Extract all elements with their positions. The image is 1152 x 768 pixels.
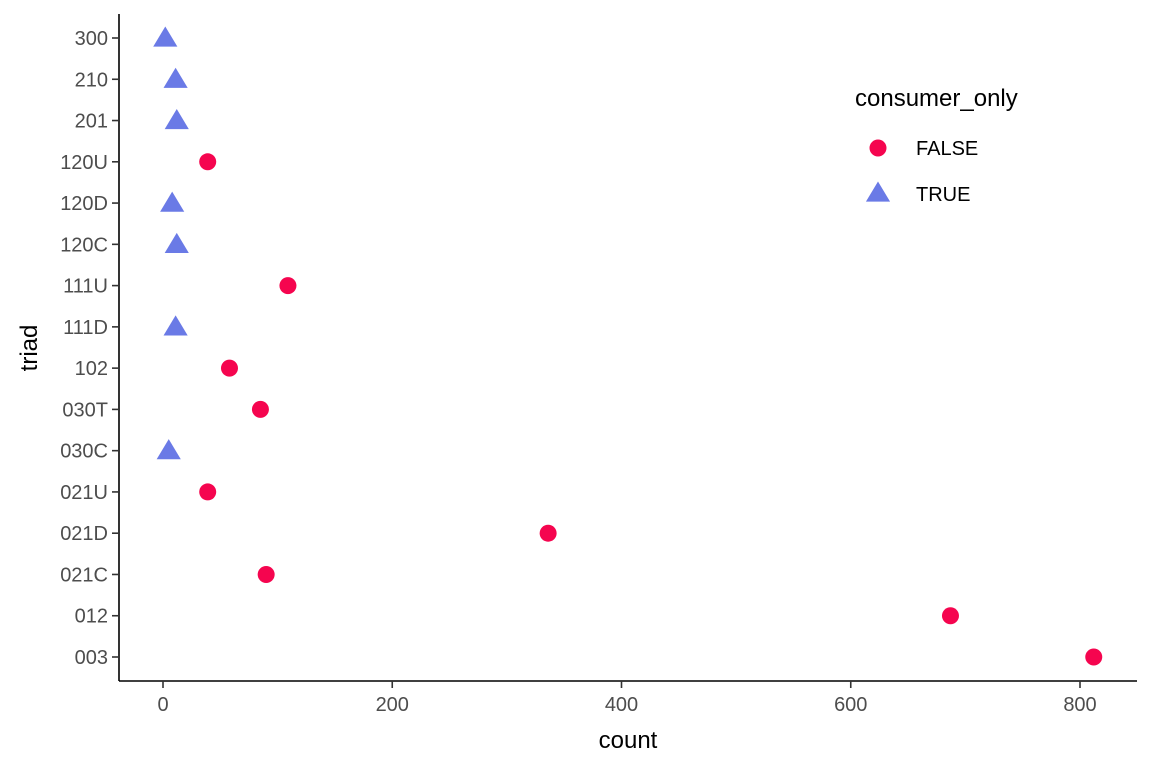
legend-label-true: TRUE bbox=[916, 184, 970, 206]
y-tick-label: 021C bbox=[60, 564, 108, 586]
plot-area bbox=[153, 26, 1103, 666]
data-point-120C bbox=[164, 232, 189, 253]
data-point-111D bbox=[163, 315, 188, 336]
legend-entries: FALSE TRUE bbox=[865, 138, 978, 206]
x-axis-title: count bbox=[599, 727, 658, 754]
x-tick-label: 200 bbox=[376, 694, 409, 716]
y-tick-label: 210 bbox=[75, 69, 108, 91]
data-point-003 bbox=[1085, 648, 1103, 666]
y-tick-label: 021D bbox=[60, 523, 108, 545]
y-tick-label: 120D bbox=[60, 193, 108, 215]
x-axis-ticks: 0 200 400 600 800 bbox=[157, 681, 1097, 716]
y-tick-label: 021U bbox=[60, 482, 108, 504]
legend-title: consumer_only bbox=[855, 85, 1018, 112]
data-point-021U bbox=[199, 483, 217, 501]
legend-label-false: FALSE bbox=[916, 138, 978, 160]
data-point-120U bbox=[199, 153, 217, 171]
legend: consumer_only FALSE TRUE bbox=[855, 85, 1018, 206]
legend-key-true bbox=[865, 181, 891, 202]
data-point-102 bbox=[220, 359, 238, 377]
y-tick-label: 030T bbox=[62, 399, 108, 421]
y-tick-label: 111U bbox=[63, 276, 108, 298]
y-tick-label: 003 bbox=[75, 647, 108, 669]
y-tick-label: 201 bbox=[75, 111, 108, 133]
y-tick-label: 120U bbox=[60, 152, 108, 174]
y-tick-label: 012 bbox=[75, 606, 108, 628]
data-point-210 bbox=[163, 67, 188, 88]
y-axis-ticks: 003 012 021C 021D 021U 030C 030T 102 111D 111U 120… bbox=[60, 28, 119, 669]
x-tick-label: 800 bbox=[1063, 694, 1096, 716]
y-tick-label: 111D bbox=[63, 317, 108, 339]
legend-key-false bbox=[869, 139, 887, 157]
data-point-021D bbox=[539, 524, 557, 542]
data-point-030T bbox=[251, 400, 269, 418]
x-tick-label: 400 bbox=[605, 694, 638, 716]
y-tick-label: 300 bbox=[75, 28, 108, 50]
data-point-012 bbox=[941, 607, 959, 625]
data-point-111U bbox=[279, 277, 297, 295]
y-tick-label: 030C bbox=[60, 441, 108, 463]
data-point-120D bbox=[160, 191, 185, 212]
y-tick-label: 102 bbox=[75, 358, 108, 380]
y-tick-label: 120C bbox=[60, 234, 108, 256]
data-point-300 bbox=[153, 26, 178, 47]
x-tick-label: 0 bbox=[157, 694, 168, 716]
data-point-030C bbox=[156, 439, 181, 460]
data-point-201 bbox=[164, 109, 189, 130]
x-tick-label: 600 bbox=[834, 694, 867, 716]
y-axis-title: triad bbox=[16, 325, 43, 372]
data-point-021C bbox=[257, 565, 275, 583]
